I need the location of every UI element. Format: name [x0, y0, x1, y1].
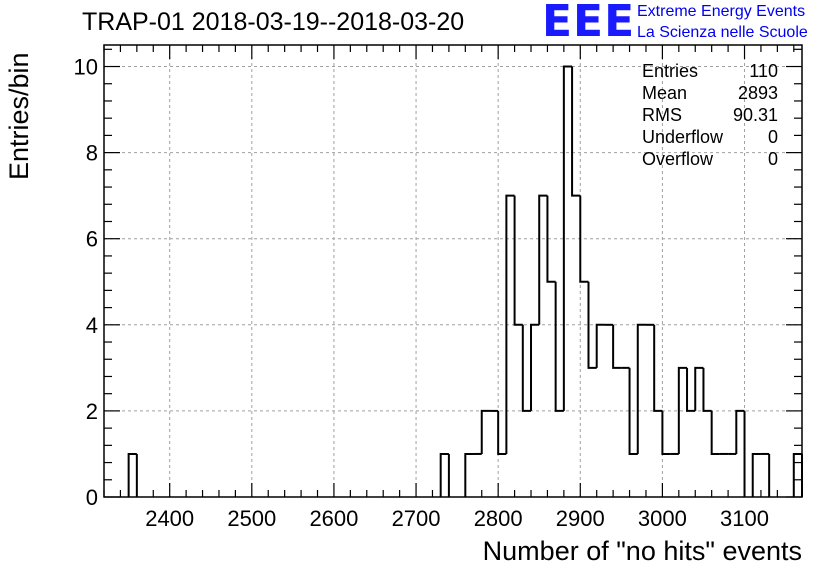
stat-value: 0 [767, 149, 778, 169]
grid-lines [104, 45, 802, 497]
histogram-bin [751, 452, 761, 497]
eee-logo: EEE [542, 0, 636, 47]
chart-title: TRAP-01 2018-03-19--2018-03-20 [82, 8, 465, 36]
stat-row-overflow: Overflow 0 [642, 148, 778, 170]
stat-row-rms: RMS 90.31 [642, 104, 778, 126]
histogram-bin [554, 281, 564, 412]
stat-label: Underflow [642, 127, 724, 147]
x-axis-label: Number of "no hits" events [482, 536, 802, 566]
y-axis-label: Entries/bin [4, 52, 34, 180]
stat-label: Overflow [642, 149, 714, 169]
histogram-bin [710, 410, 720, 455]
stat-row-entries: Entries 110 [642, 60, 778, 82]
histogram-bin [505, 194, 515, 454]
histogram-bin [127, 452, 137, 497]
histogram-bin [579, 195, 589, 283]
x-tick-label: 2700 [392, 506, 441, 531]
histogram-bin [653, 324, 663, 412]
histogram-bin [439, 452, 449, 497]
histogram-bin [497, 410, 507, 455]
x-tick-label: 2400 [145, 506, 194, 531]
x-tick-label: 2900 [556, 506, 605, 531]
histogram-bin [480, 409, 490, 454]
histogram-bin [702, 367, 712, 412]
histogram-bin [513, 195, 523, 326]
histogram-bin [636, 323, 646, 454]
histogram-bin [792, 452, 802, 497]
stat-row-underflow: Underflow 0 [642, 126, 778, 148]
y-tick-label: 2 [86, 399, 98, 424]
histogram-bin [628, 367, 638, 455]
stat-value: 110 [749, 61, 778, 81]
y-tick-label: 10 [74, 55, 98, 80]
logo-text-line2: La Scienza nelle Scuole [637, 24, 808, 41]
histogram-bars [127, 65, 803, 497]
histogram-bin [530, 323, 540, 411]
stat-label: Entries [642, 61, 699, 81]
y-tick-label: 6 [86, 227, 98, 252]
stats-box: Entries 110 Mean 2893 RMS 90.31 Underflo… [642, 60, 778, 170]
plot-frame [103, 44, 803, 498]
x-tick-label: 2800 [474, 506, 523, 531]
logo-text-line1: Extreme Energy Events [637, 3, 806, 20]
histogram-bin [735, 409, 745, 454]
y-tick-label: 4 [86, 313, 98, 338]
histogram-bin [612, 324, 622, 369]
histogram-bin [661, 410, 671, 455]
stat-value: 90.31 [732, 105, 778, 125]
histogram-bin [538, 194, 548, 325]
y-tick-label: 0 [86, 485, 98, 510]
histogram-bin [546, 195, 556, 283]
histogram-bin [464, 452, 474, 497]
axis-ticks [103, 45, 802, 498]
histogram-bin [686, 367, 696, 412]
stat-value: 2893 [737, 83, 778, 103]
stat-row-mean: Mean 2893 [642, 82, 778, 104]
x-tick-label: 2600 [309, 506, 358, 531]
x-tick-label: 3000 [638, 506, 687, 531]
histogram-bin [595, 323, 605, 368]
histogram-bin [521, 324, 532, 412]
histogram-bin [587, 281, 597, 369]
x-tick-label: 2500 [227, 506, 276, 531]
stat-label: RMS [642, 105, 682, 125]
x-tick-label: 3100 [720, 506, 769, 531]
histogram-bin [571, 66, 581, 197]
histogram-bin [677, 366, 688, 454]
tick-labels: 2400 2500 2600 2700 2800 2900 3000 3100 0 2 4 6 8 10 [74, 55, 769, 531]
y-tick-label: 8 [86, 141, 98, 166]
stat-value: 0 [767, 127, 778, 147]
stat-label: Mean [642, 83, 688, 103]
histogram-bin [694, 366, 704, 411]
histogram-bin [562, 65, 573, 411]
